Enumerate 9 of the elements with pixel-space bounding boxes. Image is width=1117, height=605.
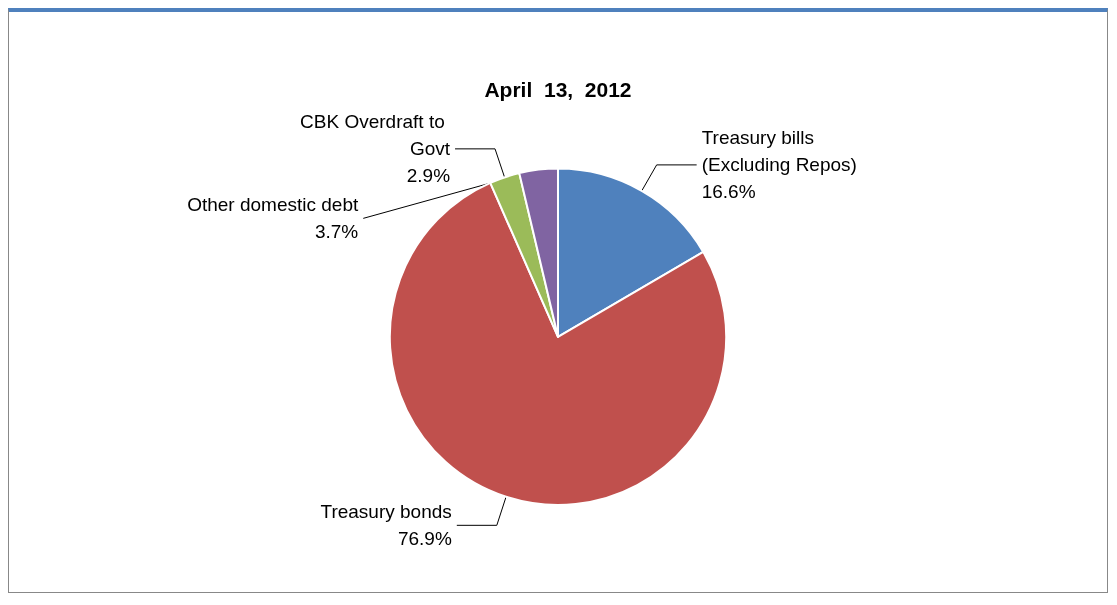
slice-label: Other domestic debt bbox=[187, 194, 359, 216]
data-label: 76.9% bbox=[397, 528, 452, 550]
data-label: 3.7% bbox=[314, 221, 359, 243]
data-label: 16.6% bbox=[701, 181, 756, 203]
slice-label: CBK Overdraft to Govt bbox=[300, 111, 451, 160]
data-label: 2.9% bbox=[406, 165, 451, 187]
slice-label: Treasury bonds bbox=[320, 501, 452, 523]
chart-title: April 13, 2012 bbox=[484, 78, 632, 101]
slice-label: Treasury bills (Excluding Repos) bbox=[701, 127, 857, 176]
